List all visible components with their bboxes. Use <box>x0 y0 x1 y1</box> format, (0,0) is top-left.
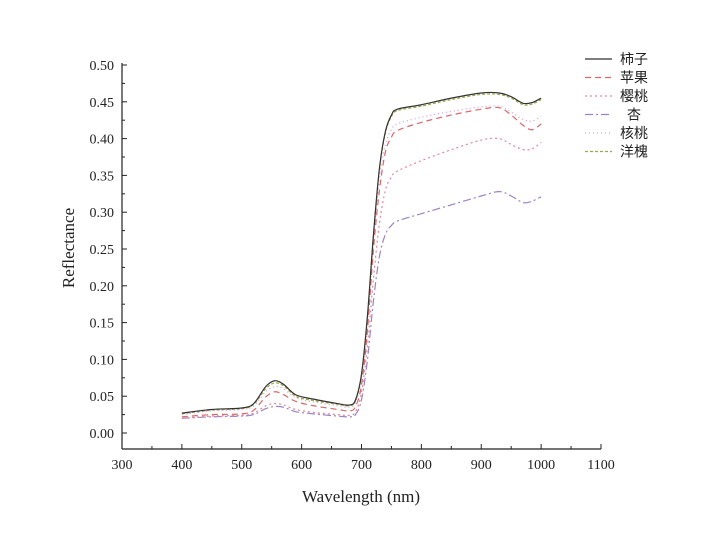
y-tick-label: 0.15 <box>90 317 115 332</box>
legend-label: 杏 <box>627 108 641 124</box>
series-line-1 <box>181 91 542 414</box>
x-tick-label: 1100 <box>587 458 614 473</box>
y-tick-label: 0.30 <box>90 206 115 221</box>
plot-area: 0.00 0.05 0.10 0.15 0.20 0.25 0.30 0.35 0.40 0.45… <box>90 59 615 473</box>
y-tick-label: 0.00 <box>90 427 115 442</box>
series-line-2 <box>181 106 542 418</box>
x-tick-label: 600 <box>291 458 312 473</box>
x-tick-label: 700 <box>351 458 372 473</box>
y-tick-label: 0.40 <box>90 133 115 148</box>
legend-label: 樱桃 <box>620 88 648 105</box>
series-line-6 <box>181 93 542 415</box>
y-tick-label: 0.20 <box>90 280 115 295</box>
legend-label: 核桃 <box>620 126 648 142</box>
x-tick-label: 300 <box>112 458 133 473</box>
legend-label: 苹果 <box>620 71 648 87</box>
y-tick-label: 0.25 <box>90 243 115 258</box>
y-tick-label: 0.50 <box>90 59 115 74</box>
x-tick-label: 1000 <box>527 458 555 473</box>
y-tick-label: 0.05 <box>90 390 115 405</box>
x-tick-label: 400 <box>171 458 192 473</box>
axes-layer: 0.00 0.05 0.10 0.15 0.20 0.25 0.30 0.35 0.40 0.45… <box>90 59 615 473</box>
series-line-4 <box>181 190 542 419</box>
y-tick-label: 0.45 <box>90 96 115 111</box>
series-layer <box>181 91 542 419</box>
series-line-5 <box>181 105 542 416</box>
y-tick-label: 0.10 <box>90 353 115 368</box>
x-axis-title: Wavelength (nm) <box>302 487 420 506</box>
legend-label: 柿子 <box>620 51 648 68</box>
x-tick-label: 800 <box>411 458 432 473</box>
x-tick-label: 500 <box>231 458 252 473</box>
legend-label: 洋槐 <box>620 145 648 161</box>
y-tick-label: 0.35 <box>90 169 115 184</box>
y-axis-title: Reflectance <box>59 208 78 288</box>
x-tick-label: 900 <box>471 458 492 473</box>
